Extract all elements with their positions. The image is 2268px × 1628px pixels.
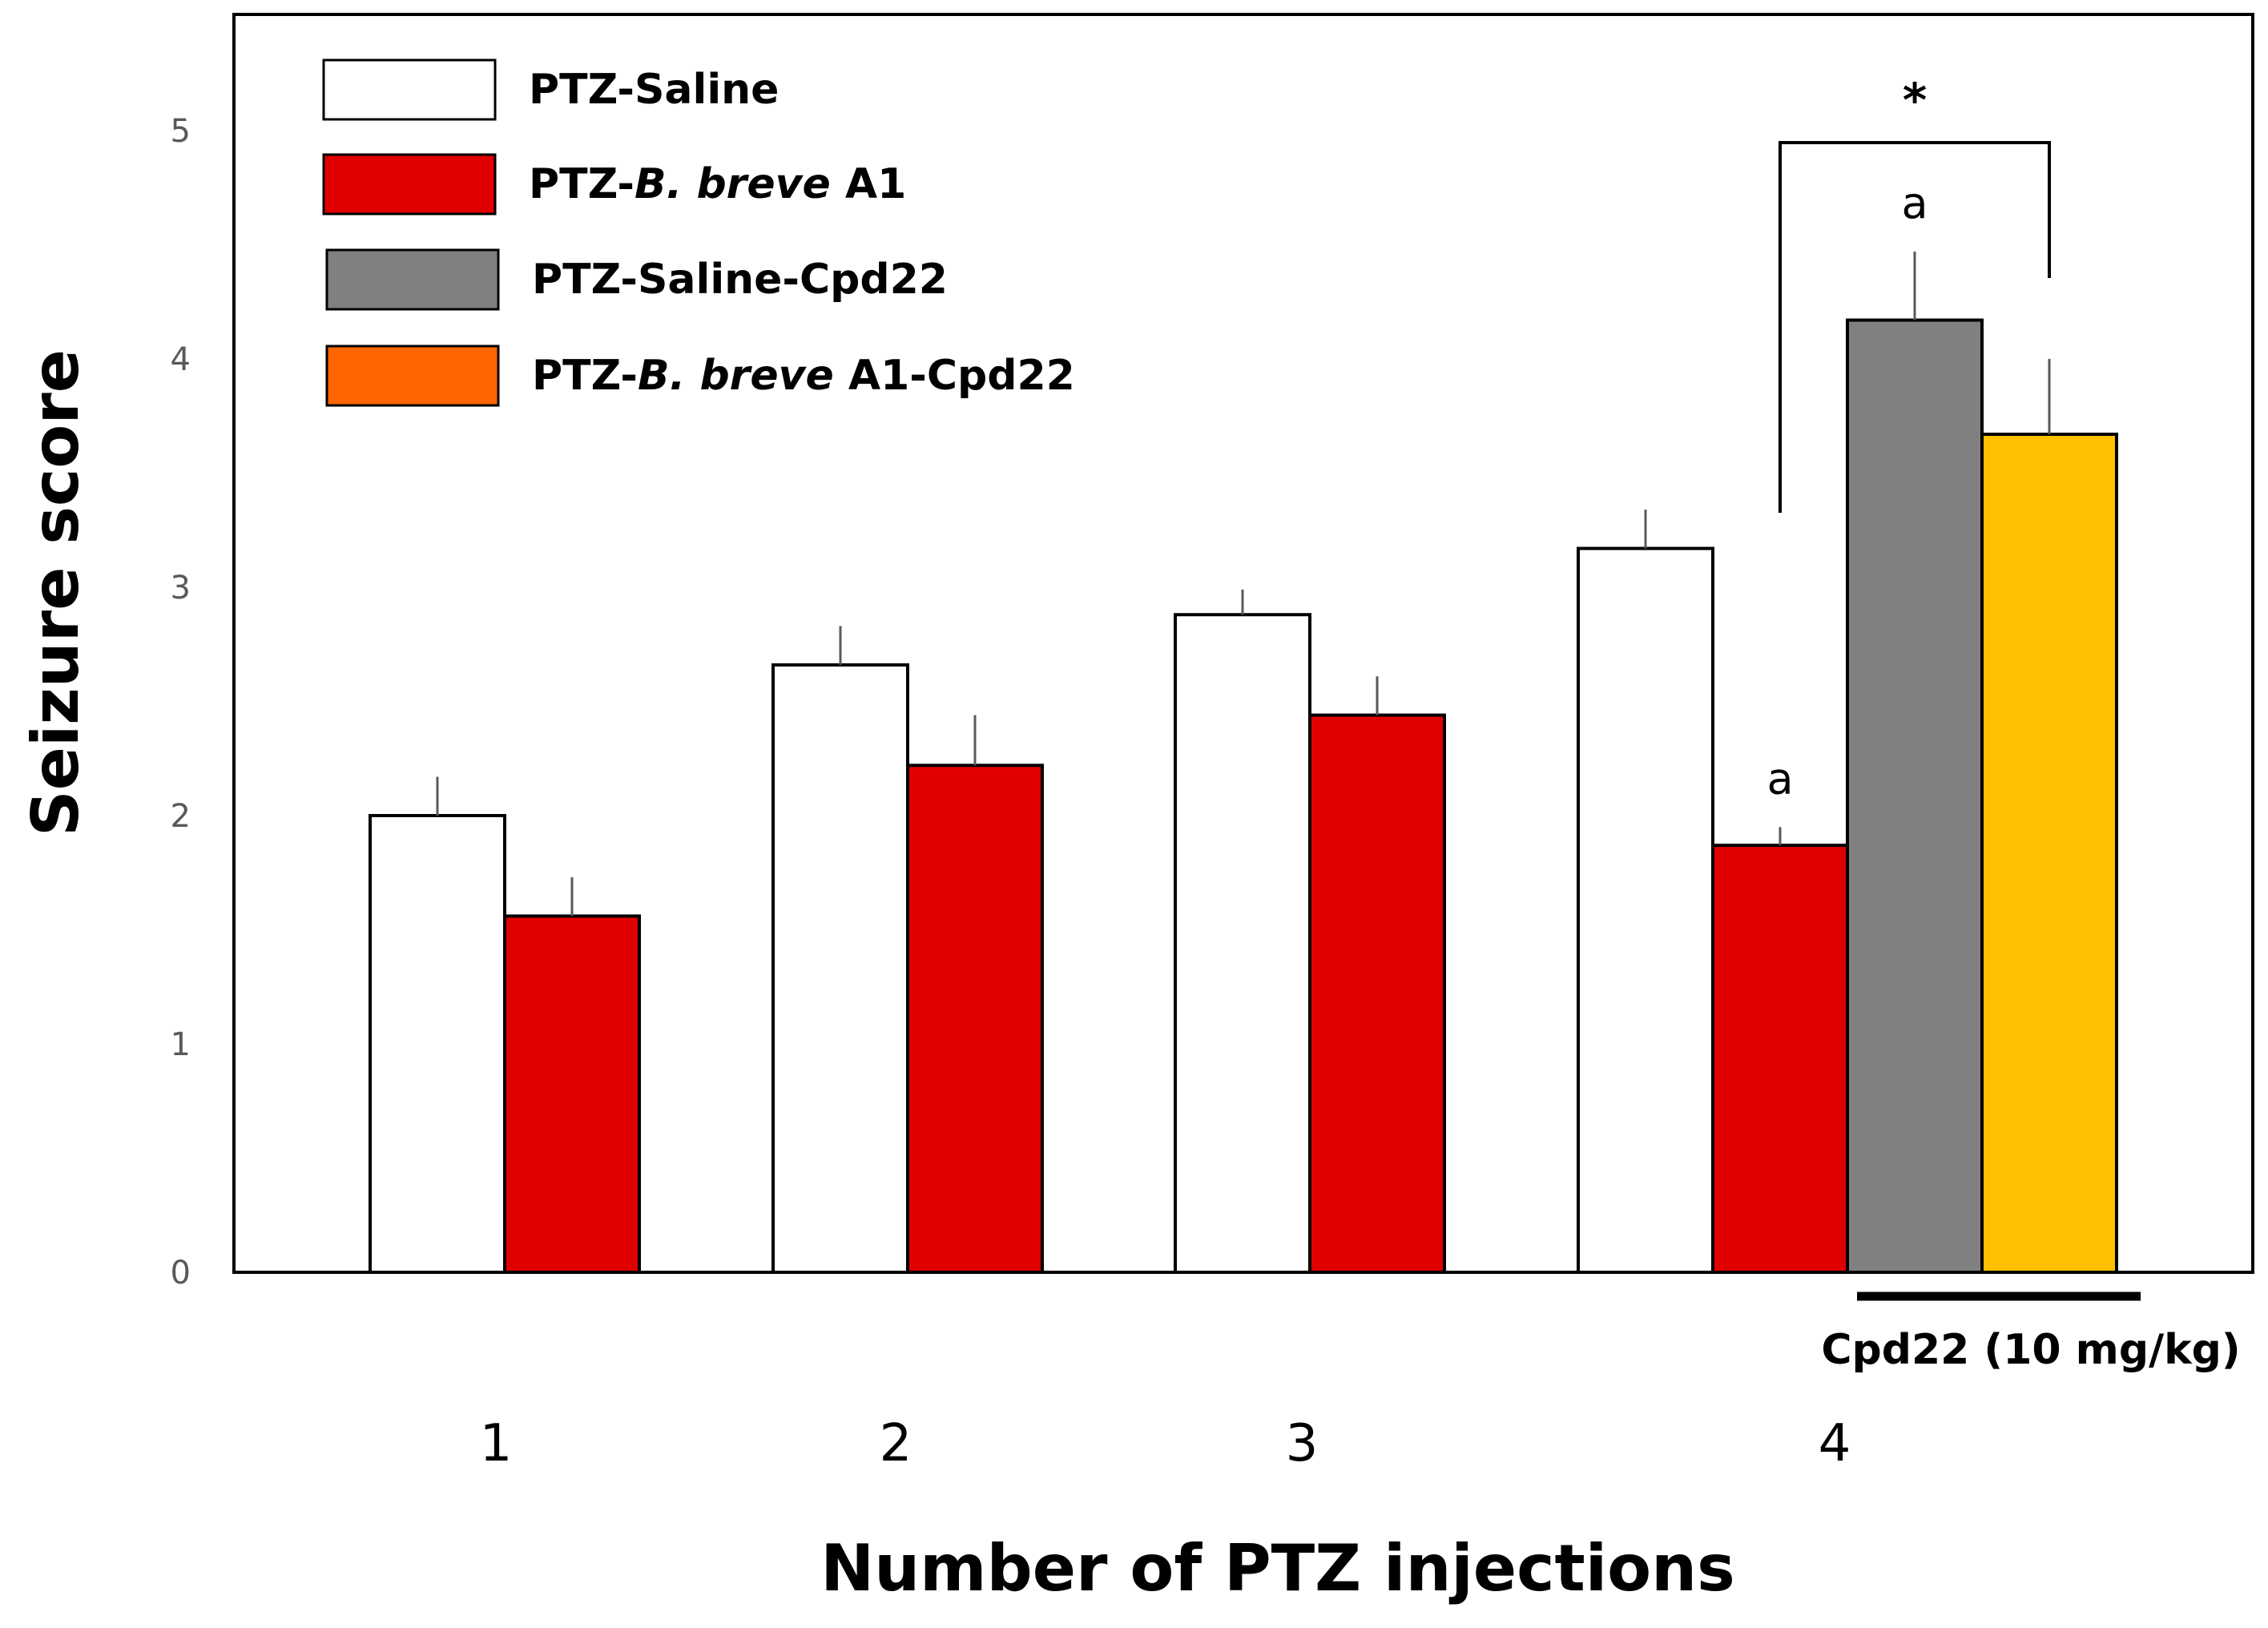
bar-ptz-b-breve-a1-cpd22-4 bbox=[1980, 433, 2118, 1274]
y-tick-label: 3 bbox=[171, 570, 191, 606]
bars bbox=[369, 318, 2118, 1275]
x-tick-label: 2 bbox=[880, 1414, 912, 1473]
bar-ptz-saline-1 bbox=[369, 814, 506, 1274]
error-bars bbox=[436, 252, 2051, 917]
significance-bracket bbox=[1779, 141, 2051, 513]
bar-ptz-b-breve-a1-3 bbox=[1308, 713, 1446, 1274]
y-tick-label: 4 bbox=[171, 341, 191, 378]
bar-ptz-b-breve-a1-4 bbox=[1711, 844, 1849, 1275]
annotations: a a * Cpd22 (10 mg/kg) bbox=[1766, 73, 2240, 1374]
legend-label: PTZ-B. breve A1-Cpd22 bbox=[532, 352, 1075, 400]
treatment-label: Cpd22 (10 mg/kg) bbox=[1821, 1326, 2240, 1374]
legend-swatch bbox=[322, 153, 497, 216]
bar-ptz-saline-3 bbox=[1174, 613, 1311, 1274]
legend-label: PTZ-Saline-Cpd22 bbox=[532, 256, 948, 304]
bar-ptz-b-breve-a1-2 bbox=[906, 764, 1044, 1274]
legend-label: PTZ-Saline bbox=[529, 66, 779, 114]
bar-ptz-saline-4 bbox=[1577, 546, 1714, 1274]
y-axis-title: Seizure score bbox=[18, 349, 93, 836]
x-tick-label: 4 bbox=[1819, 1414, 1851, 1473]
y-tick-label: 0 bbox=[171, 1255, 191, 1292]
legend-label: PTZ-B. breve A1 bbox=[529, 160, 906, 208]
significance-star: * bbox=[1903, 73, 1927, 127]
x-axis-title: Number of PTZ injections bbox=[820, 1531, 1734, 1606]
bar-ptz-saline-cpd22-4 bbox=[1846, 318, 1984, 1274]
legend-swatch bbox=[325, 248, 500, 311]
significance-letter: a bbox=[1901, 178, 1928, 228]
x-tick-label: 1 bbox=[480, 1414, 513, 1473]
legend-swatch bbox=[325, 345, 500, 407]
bar-ptz-b-breve-a1-1 bbox=[503, 914, 641, 1275]
y-tick-label: 2 bbox=[171, 798, 191, 835]
bar-ptz-saline-2 bbox=[771, 663, 909, 1274]
legend-swatch bbox=[322, 58, 497, 121]
legend: PTZ-Saline PTZ-B. breve A1 PTZ-Saline-Cpd2… bbox=[322, 58, 1075, 407]
y-tick-label: 1 bbox=[171, 1026, 191, 1063]
x-tick-label: 3 bbox=[1286, 1414, 1319, 1473]
x-axis: 1 2 3 4 bbox=[480, 1414, 1851, 1473]
y-tick-label: 5 bbox=[171, 113, 191, 150]
y-axis: 0 1 2 3 4 5 bbox=[171, 113, 191, 1292]
significance-letter: a bbox=[1766, 753, 1793, 804]
